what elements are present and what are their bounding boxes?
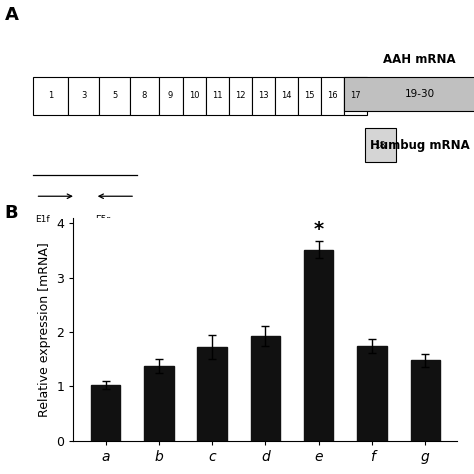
Text: 18: 18 <box>374 141 386 149</box>
Text: 11: 11 <box>212 91 222 100</box>
Text: 5: 5 <box>112 91 118 100</box>
Text: 10: 10 <box>189 91 199 100</box>
Y-axis label: Relative expression [mRNA]: Relative expression [mRNA] <box>38 242 51 417</box>
Text: B: B <box>5 204 18 222</box>
Bar <box>344 77 367 115</box>
Bar <box>357 346 387 441</box>
Text: Humbug mRNA: Humbug mRNA <box>370 138 469 152</box>
Bar <box>33 77 68 115</box>
Bar <box>130 77 159 115</box>
Bar <box>321 77 344 115</box>
Bar <box>275 77 298 115</box>
Bar <box>251 336 280 441</box>
Bar <box>198 347 227 441</box>
Bar <box>304 249 333 441</box>
Bar <box>365 128 396 162</box>
Text: 16: 16 <box>328 91 338 100</box>
Bar <box>298 77 321 115</box>
Bar <box>410 360 440 441</box>
Text: 3: 3 <box>81 91 87 100</box>
Bar <box>206 77 229 115</box>
Text: 13: 13 <box>258 91 269 100</box>
Bar <box>91 385 120 441</box>
Text: 9: 9 <box>168 91 173 100</box>
Text: 14: 14 <box>281 91 292 100</box>
Bar <box>182 77 206 115</box>
Bar <box>229 77 252 115</box>
Bar <box>344 77 474 111</box>
Text: *: * <box>314 219 324 239</box>
Text: 1: 1 <box>48 91 54 100</box>
Text: 19-30: 19-30 <box>404 89 435 99</box>
Text: 17: 17 <box>350 91 361 100</box>
Bar <box>100 77 130 115</box>
Bar <box>144 366 173 441</box>
Bar <box>159 77 182 115</box>
Bar <box>68 77 100 115</box>
Text: 12: 12 <box>235 91 246 100</box>
Bar <box>252 77 275 115</box>
Text: E1f: E1f <box>36 215 50 224</box>
Text: E5r: E5r <box>95 215 110 224</box>
Text: 8: 8 <box>142 91 147 100</box>
Text: A: A <box>5 7 18 24</box>
Text: 15: 15 <box>304 91 315 100</box>
Text: AAH mRNA: AAH mRNA <box>383 53 456 66</box>
